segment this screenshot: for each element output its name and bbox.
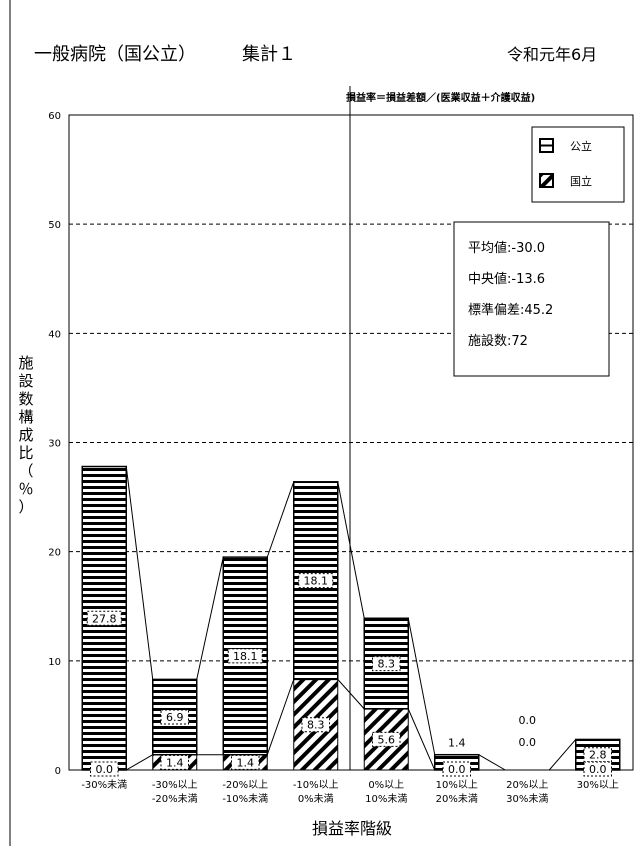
y-tick-label: 40 (48, 329, 61, 340)
page-title: 一般病院（国公立） (34, 44, 196, 65)
data-label-public: 18.1 (233, 650, 258, 663)
data-label-public-bg (298, 573, 334, 589)
data-label-national: 0.0 (448, 763, 466, 776)
survey-date: 令和元年6月 (507, 45, 597, 64)
stats-std: 標準偏差:45.2 (468, 302, 553, 318)
data-label-public: 27.8 (92, 612, 117, 625)
x-axis-title: 損益率階級 (312, 819, 392, 838)
x-tick-label: 30%未満 (506, 793, 548, 805)
y-tick-label: 60 (48, 111, 61, 122)
data-label-public: 2.8 (589, 749, 607, 762)
stats-box: 平均値:-30.0 中央値:-13.6 標準偏差:45.2 施設数:72 (453, 221, 610, 377)
x-tick-label: 0%未満 (298, 793, 334, 805)
y-tick-label: 10 (48, 657, 61, 668)
y-tick-labels: 0 10 20 30 40 50 60 (48, 111, 61, 777)
data-label-public: 0.0 (519, 714, 537, 727)
x-tick-label: 20%未満 (436, 793, 478, 805)
data-label-national-bg (442, 761, 471, 777)
data-label-national-bg (301, 717, 330, 733)
connector-line-national (407, 708, 436, 771)
x-tick-labels: -30%未満 -30%以上 -20%未満 -20%以上 -10%未満 -10%以上 0%未満… (81, 779, 619, 805)
x-tick-label: -20%以上 (222, 779, 268, 791)
connector-line-national (126, 754, 153, 771)
data-label-national: 5.6 (378, 733, 396, 746)
connector-line-total (548, 739, 577, 771)
legend-label-public: 公立 (570, 139, 592, 153)
x-tick-label: 20%以上 (506, 779, 548, 791)
y-axis-title: 施設数構成比（％） (18, 354, 33, 516)
stats-mean: 平均値:-30.0 (468, 240, 545, 256)
data-label-national: 0.0 (519, 736, 537, 749)
connector-line-total (196, 557, 224, 680)
legend-label-national: 国立 (570, 174, 592, 188)
y-tick-label: 30 (48, 439, 61, 450)
legend-item-public: 公立 (539, 138, 592, 153)
data-label-national: 0.0 (96, 763, 114, 776)
x-tick-label: 0%以上 (368, 779, 404, 791)
x-tick-label: 10%未満 (365, 793, 407, 805)
data-label-public-bg (227, 648, 263, 664)
y-tick-label: 0 (55, 766, 61, 777)
page-subtitle: 集計１ (242, 44, 296, 65)
stats-median: 中央値:-13.6 (468, 271, 545, 287)
x-tick-label: -10%以上 (293, 779, 339, 791)
data-label-public: 6.9 (166, 711, 184, 724)
data-label-national-bg (160, 754, 189, 770)
x-tick-label: -10%未満 (222, 793, 268, 805)
data-label-national-bg (90, 761, 119, 777)
connector-line-total (407, 618, 436, 755)
y-tick-label: 20 (48, 548, 61, 559)
data-label-public-bg (86, 610, 122, 626)
data-label-public: 18.1 (304, 575, 329, 588)
x-tick-label: 10%以上 (436, 779, 478, 791)
x-tick-label: 30%以上 (577, 779, 619, 791)
legend: 公立 国立 (531, 126, 625, 203)
data-label-public-bg (372, 656, 401, 672)
connector-line-total (125, 466, 154, 680)
data-label-national-bg (583, 761, 612, 777)
data-label-national: 1.4 (166, 756, 184, 769)
connector-lines (125, 466, 577, 771)
formula-note: 損益率＝損益差額／(医業収益＋介護収益) (346, 91, 535, 104)
connector-line-total (478, 754, 506, 771)
data-label-national: 0.0 (589, 763, 607, 776)
x-tick-label: -20%未満 (152, 793, 198, 805)
data-label-national: 8.3 (307, 719, 325, 732)
x-tick-label: -30%未満 (81, 779, 127, 791)
y-tick-label: 50 (48, 220, 61, 231)
data-label-public: 1.4 (448, 737, 466, 750)
data-label-public: 8.3 (378, 658, 396, 671)
legend-swatch-national (539, 173, 554, 188)
data-label-national-bg (231, 754, 260, 770)
connector-line-national (337, 679, 365, 710)
data-label-public-bg (583, 747, 612, 763)
stats-box-frame (453, 221, 610, 377)
data-label-national: 1.4 (237, 756, 255, 769)
x-tick-label: -30%以上 (152, 779, 198, 791)
data-label-national-bg (372, 731, 401, 747)
data-label-public-bg (160, 709, 189, 725)
legend-item-national: 国立 (539, 173, 592, 188)
connector-line-total (266, 481, 295, 558)
bars: 27.8 0.0 6.9 1.4 18.1 1.4 18.1 8.3 8.3 5.6 1.4 0.0 0… (81, 465, 621, 777)
connector-line-national (266, 679, 295, 755)
stats-count: 施設数:72 (468, 333, 528, 349)
connector-line-total (337, 481, 365, 619)
